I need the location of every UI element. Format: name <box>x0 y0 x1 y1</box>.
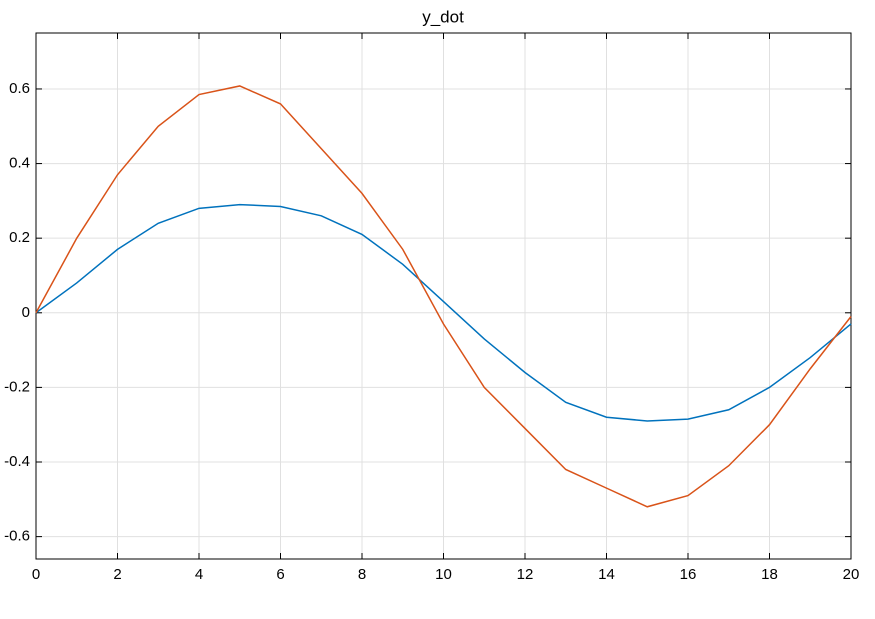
y-tick-label: 0.2 <box>9 229 30 246</box>
x-tick-label: 10 <box>435 566 452 583</box>
x-tick-label: 12 <box>517 566 534 583</box>
x-tick-label: 18 <box>761 566 778 583</box>
x-tick-label: 16 <box>680 566 697 583</box>
data-line <box>35 85 852 508</box>
x-tick-label: 6 <box>276 566 284 583</box>
y-tick-label: 0.4 <box>9 155 30 172</box>
y-tick-label: 0.6 <box>9 80 30 97</box>
x-tick-label: 14 <box>598 566 615 583</box>
x-tick-label: 20 <box>843 566 860 583</box>
chart-title: y_dot <box>422 7 464 26</box>
x-tick-label: 4 <box>195 566 203 583</box>
x-tick-label: 0 <box>32 566 40 583</box>
x-tick-label: 2 <box>113 566 121 583</box>
y-tick-label: -0.2 <box>4 378 30 395</box>
x-tick-label: 8 <box>358 566 366 583</box>
data-line <box>35 203 852 422</box>
plot-frame <box>35 32 852 560</box>
y-tick-label: -0.6 <box>4 528 30 545</box>
y-tick-label: 0 <box>22 304 30 321</box>
y-tick-label: -0.4 <box>4 453 30 470</box>
